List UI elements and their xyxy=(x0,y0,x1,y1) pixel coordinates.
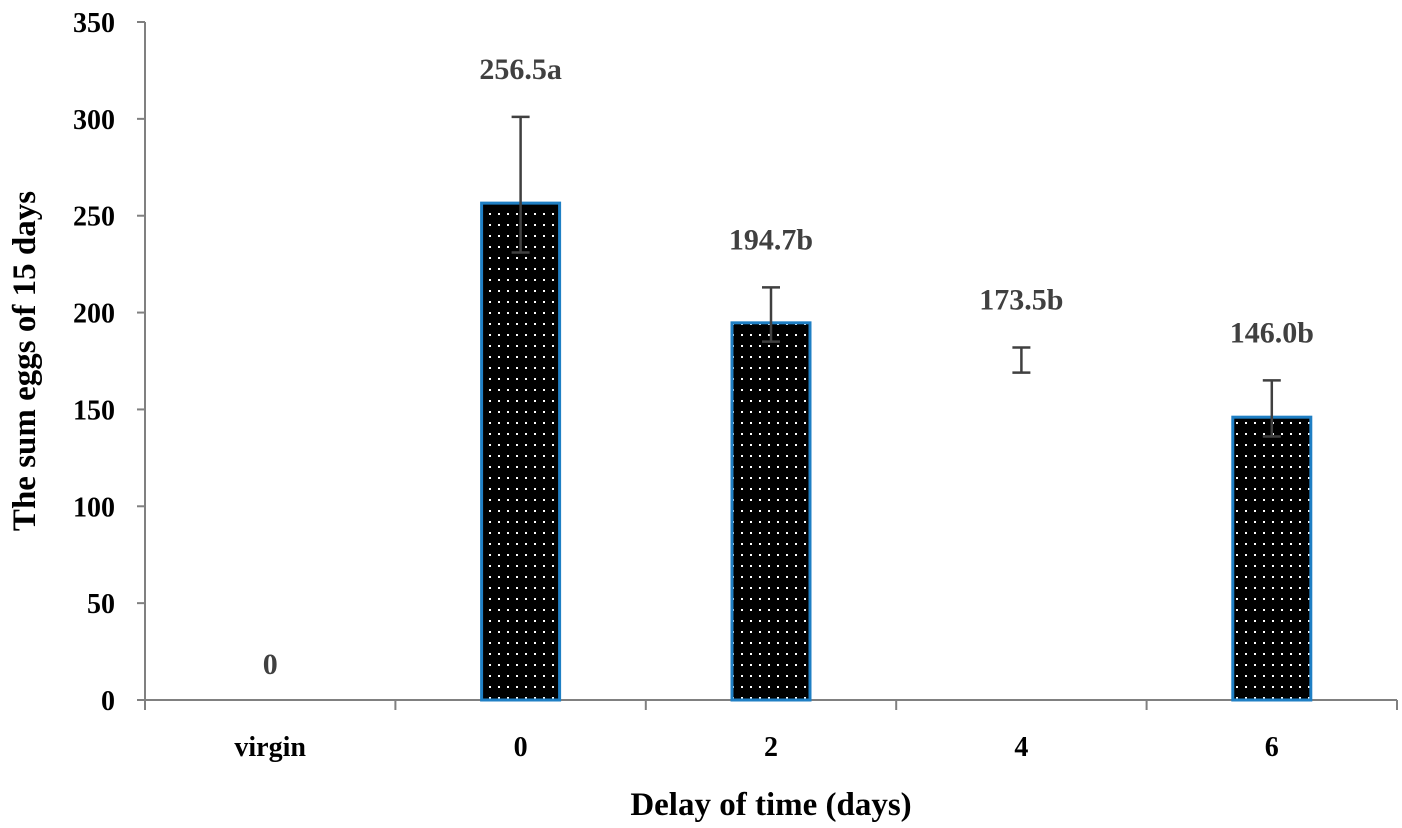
y-axis-title: The sum eggs of 15 days xyxy=(7,191,43,531)
x-tick-label: 0 xyxy=(514,732,528,763)
bar xyxy=(730,321,812,702)
x-tick-label: 4 xyxy=(1014,732,1028,763)
data-label: 173.5b xyxy=(979,283,1063,316)
data-label: 146.0b xyxy=(1230,316,1314,349)
error-bars xyxy=(511,115,1281,438)
error-bar xyxy=(511,115,530,254)
bar xyxy=(480,201,562,702)
x-tick-label: 2 xyxy=(764,732,778,763)
data-label: 256.5a xyxy=(479,53,562,86)
data-label: 0 xyxy=(263,648,278,681)
error-bar xyxy=(1012,346,1031,374)
y-tick-label: 250 xyxy=(73,202,115,233)
x-ticks: virgin 0 2 4 6 xyxy=(144,700,1398,763)
y-tick-label: 0 xyxy=(101,686,115,717)
y-tick-label: 200 xyxy=(73,299,115,330)
data-labels: 0 256.5a 194.7b 173.5b 146.0b xyxy=(263,53,1314,681)
bar xyxy=(1231,415,1313,702)
y-tick-label: 50 xyxy=(87,589,115,620)
y-tick-label: 300 xyxy=(73,105,115,136)
x-tick-label: 6 xyxy=(1265,732,1279,763)
y-ticks: 0 50 100 150 200 250 300 350 xyxy=(73,8,145,717)
y-tick-label: 350 xyxy=(73,8,115,39)
error-bar xyxy=(762,286,780,343)
bars xyxy=(480,201,1313,702)
y-tick-label: 150 xyxy=(73,395,115,426)
data-label: 194.7b xyxy=(729,223,813,256)
error-bar xyxy=(1262,379,1281,438)
x-tick-label: virgin xyxy=(234,732,306,763)
y-tick-label: 100 xyxy=(73,492,115,523)
x-axis-title: Delay of time (days) xyxy=(630,787,911,823)
